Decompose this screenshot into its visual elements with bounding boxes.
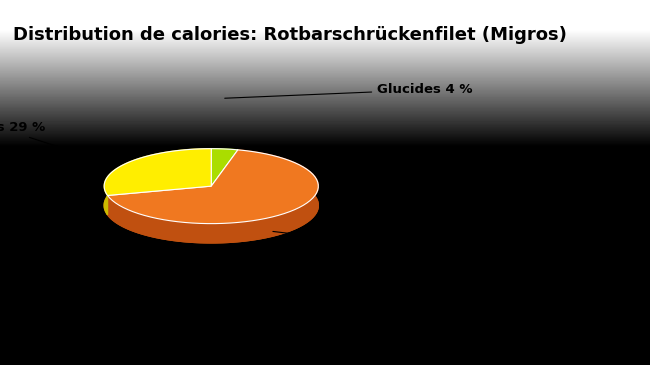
Text: Lipides 29 %: Lipides 29 % [0,121,118,166]
Polygon shape [107,150,318,224]
Text: Protéines 67 %: Protéines 67 % [273,231,489,257]
Text: Glucides 4 %: Glucides 4 % [225,83,473,98]
Text: © vitahoy.ch: © vitahoy.ch [13,348,84,358]
Polygon shape [211,149,238,169]
Text: Distribution de calories: Rotbarschrückenfilet (Migros): Distribution de calories: Rotbarschrücke… [13,26,567,43]
Polygon shape [104,149,211,196]
Polygon shape [104,149,211,215]
Polygon shape [211,149,238,186]
Polygon shape [104,168,318,243]
Polygon shape [107,150,318,243]
